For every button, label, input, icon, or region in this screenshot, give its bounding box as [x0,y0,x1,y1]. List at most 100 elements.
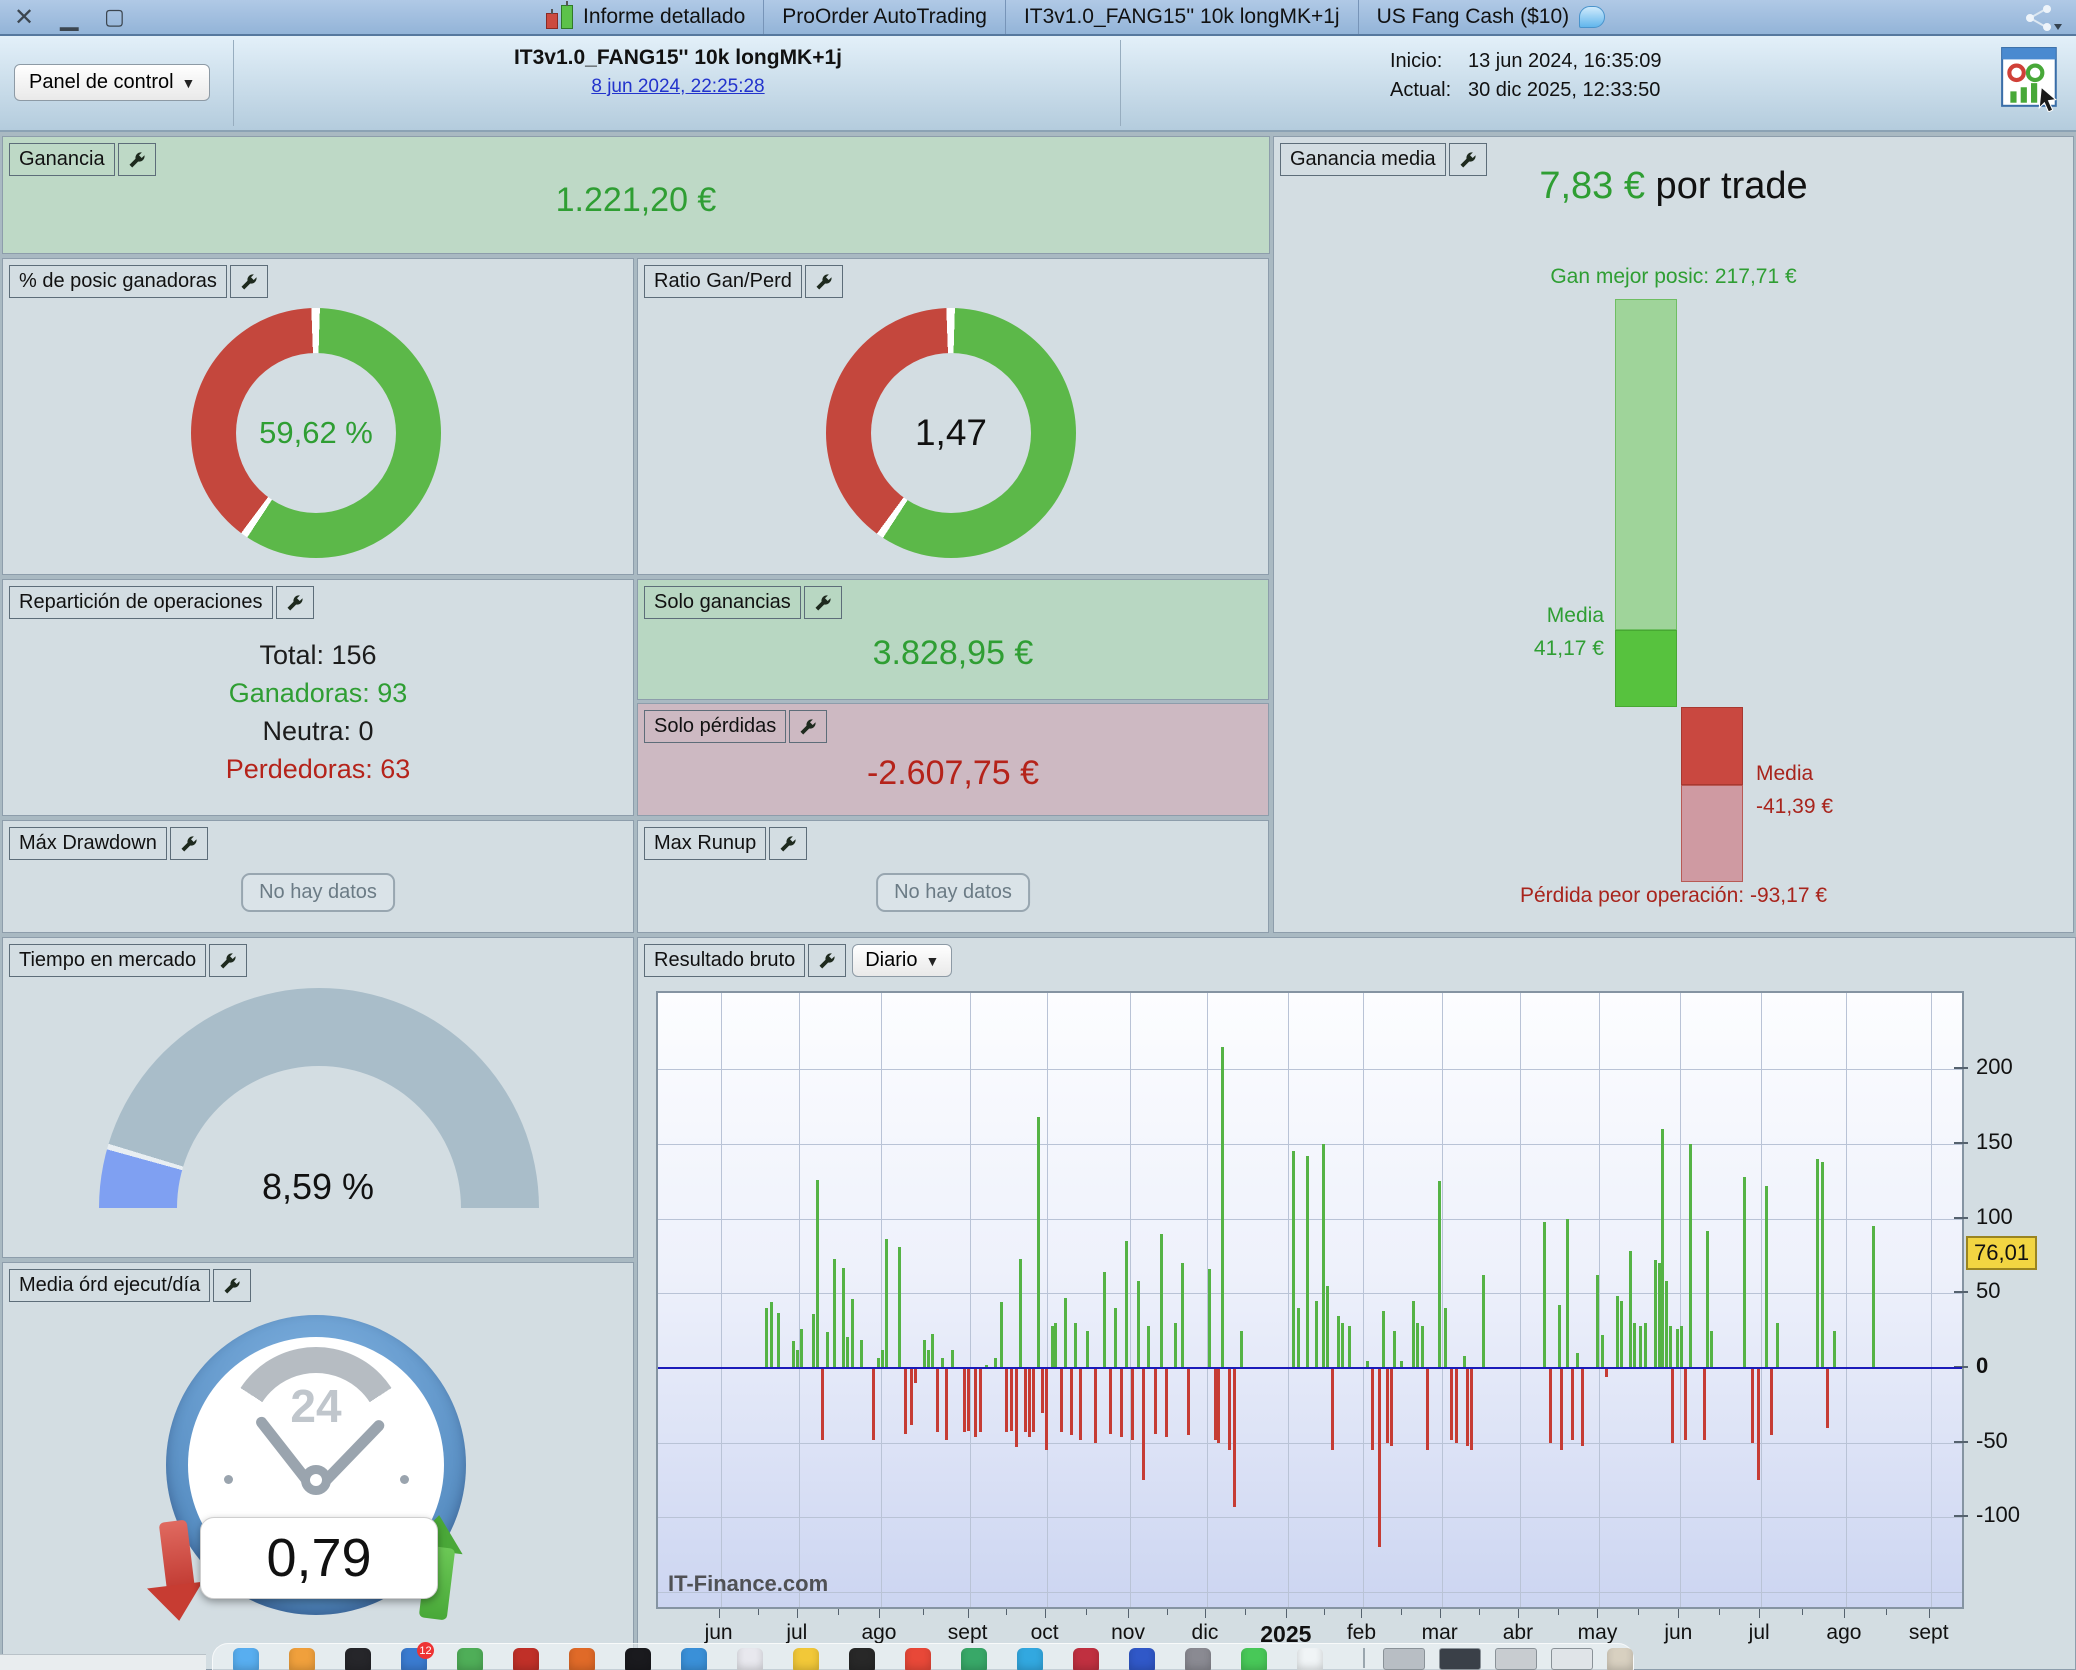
best-position-label: Gan mejor posic: 217,71 € [1550,265,1797,288]
chart-bar [800,1329,804,1368]
chart-bar [1330,1367,1334,1451]
dock-app-finder[interactable] [233,1648,259,1670]
wrench-button[interactable] [213,1269,252,1302]
tab-informe-detallado[interactable]: Informe detallado [528,0,765,34]
chart-bar [1570,1367,1574,1440]
chart-bar [1187,1367,1191,1436]
panel-media-ordenes: Media órd ejecut/día 24 0,79 [2,1262,634,1670]
wrench-button[interactable] [169,827,208,860]
dock-window-thumb[interactable] [1439,1648,1481,1670]
chart-bar [1671,1367,1675,1443]
dock-app-blue[interactable] [1129,1648,1155,1670]
y-axis-label: 50 [1976,1278,2001,1304]
window-close-icon[interactable]: ✕ [14,4,35,31]
panel-max-runup-label: Max Runup [644,827,767,860]
wrench-button[interactable] [209,944,248,977]
report-window-icon[interactable] [2000,46,2062,117]
dock-window-thumb[interactable] [1551,1648,1593,1670]
chart-bar [1557,1305,1561,1368]
wrench-button[interactable] [229,265,268,298]
gridline [1287,993,1289,1607]
dock-app-whatsapp[interactable] [1241,1648,1267,1670]
panel-reparticion-label: Repartición de operaciones [9,586,273,619]
dock-app-pencils[interactable] [1607,1648,1633,1670]
panel-media-ordenes-header: Media órd ejecut/día [9,1269,252,1302]
dock-app-yellow[interactable] [793,1648,819,1670]
dock-app-browser[interactable]: 12 [401,1642,434,1670]
x-axis-label: ago [861,1621,897,1644]
chart-bar [1689,1143,1693,1368]
chart-bar [1347,1326,1351,1368]
gridline [798,993,800,1607]
x-axis-tick [878,1609,880,1618]
chart-bar [1213,1367,1217,1440]
reparticion-row: Total: 156 [259,640,377,670]
chart-bar [1815,1158,1819,1368]
chart-bar [1680,1326,1684,1368]
window-maximize-icon[interactable]: ▢ [104,4,125,29]
dock-app-terminal[interactable] [849,1648,875,1670]
chart-bar [1470,1367,1474,1451]
y-axis-label: 200 [1976,1054,2013,1080]
x-axis-tick [1597,1609,1599,1618]
resultado-chart-plot: IT-Finance.com [656,991,1964,1609]
x-axis-tick [1204,1609,1206,1618]
dock-app-books[interactable] [457,1648,483,1670]
dock-app-zip[interactable] [513,1648,539,1670]
dock-window-thumb[interactable] [1495,1648,1537,1670]
dock-window-thumb[interactable] [1383,1648,1425,1670]
dock-app-maps[interactable] [961,1648,987,1670]
chart-bar [1560,1367,1564,1451]
dock-app-pin[interactable] [1073,1648,1099,1670]
chart-bar [1872,1226,1876,1368]
chart-bar [1706,1230,1710,1368]
wrench-button[interactable] [769,827,808,860]
x-axis-label: abr [1502,1621,1534,1644]
wrench-button[interactable] [117,143,156,176]
tab-instrument[interactable]: US Fang Cash ($10) [1359,0,1624,34]
dock-app-telegram[interactable] [1017,1648,1043,1670]
dock-app-gauge[interactable] [737,1648,763,1670]
wrench-button[interactable] [275,586,314,619]
x-axis-label: sept [947,1621,988,1644]
dock-app-camera[interactable] [625,1648,651,1670]
strategy-date-link[interactable]: 8 jun 2024, 22:25:28 [591,76,765,97]
gridline [1130,993,1132,1607]
dock-app-launchpad[interactable] [289,1648,315,1670]
wrench-button[interactable] [789,710,828,743]
chart-bar [1217,1367,1221,1443]
wrench-button[interactable] [1448,143,1487,176]
panel-tiempo-label: Tiempo en mercado [9,944,207,977]
dock-app-trading[interactable] [1297,1648,1323,1670]
chart-bar [1059,1367,1063,1433]
gridline [658,1069,1962,1071]
chart-bar [1041,1367,1045,1413]
chart-bar [1291,1151,1295,1368]
tab-strategy[interactable]: IT3v1.0_FANG15'' 10k longMK+1j [1006,0,1359,34]
dock-app-cube[interactable] [1185,1648,1211,1670]
dock-app-flame[interactable] [569,1648,595,1670]
dock-app-chrome[interactable] [905,1648,931,1670]
dock-app-spiral[interactable] [345,1648,371,1670]
tab-proorder-autotrading[interactable]: ProOrder AutoTrading [764,0,1006,34]
chart-bar [1742,1176,1746,1368]
x-axis-minor-tick [757,1609,759,1615]
panel-de-control-button[interactable]: Panel de control ▼ [14,64,211,101]
wrench-button[interactable] [808,944,847,977]
period-dropdown[interactable]: Diario ▼ [852,944,953,977]
chart-bar [1702,1367,1706,1440]
chart-bar [871,1367,875,1440]
window-minimize-icon[interactable]: ▁ [60,4,79,31]
panel-ganancia: Ganancia 1.221,20 € [2,136,1270,254]
toolbar-divider [1120,40,1121,126]
dock-app-pages[interactable] [681,1648,707,1670]
dock: 12 [212,1642,1634,1670]
wrench-button[interactable] [803,586,842,619]
x-axis-tick [1439,1609,1441,1618]
share-icon[interactable] [2022,4,2064,37]
wrench-button[interactable] [804,265,843,298]
chart-bar [940,1357,944,1368]
panel-solo-ganancias: Solo ganancias 3.828,95 € [637,579,1269,700]
dock-badge: 12 [417,1642,434,1659]
chart-bar [1010,1367,1014,1431]
